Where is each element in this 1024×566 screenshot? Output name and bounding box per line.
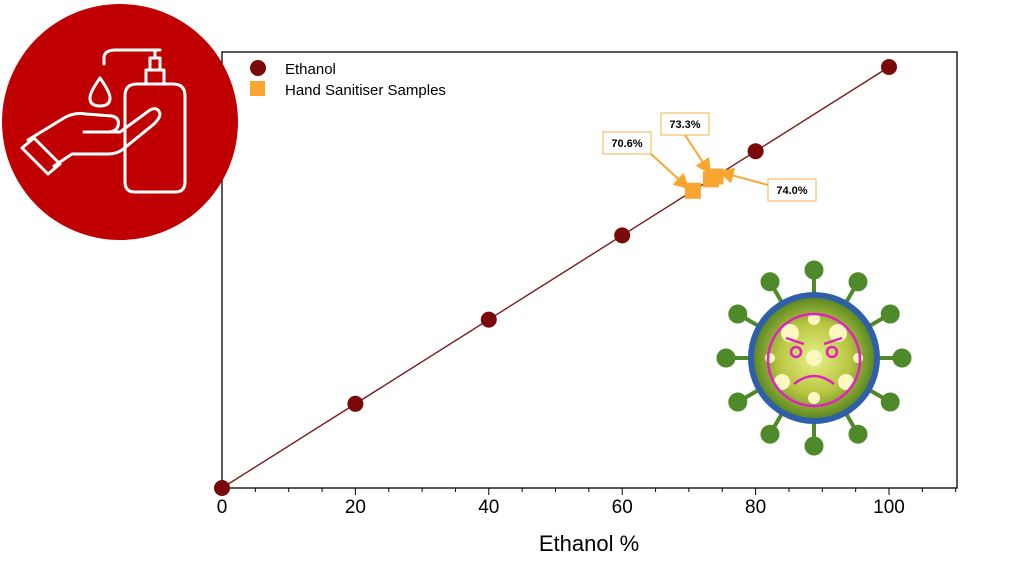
virus-spike-head [848, 272, 868, 292]
callouts: 70.6% 73.3% 74.0% [602, 112, 817, 202]
callout-arrow [650, 153, 690, 190]
x-axis-title: Ethanol % [539, 531, 639, 556]
ethanol-point [214, 480, 230, 496]
virus-spike-head [728, 392, 748, 412]
legend-ethanol-label: Ethanol [285, 61, 336, 78]
virus-spike-head [848, 424, 868, 444]
x-axis-ticks: 0 20 40 60 80 100 [217, 488, 957, 518]
x-tick-label: 0 [217, 497, 228, 518]
hand-sanitizer-icon [2, 4, 238, 240]
virus-spike-head [760, 272, 780, 292]
virus-spike-head [880, 392, 900, 412]
virus-spike-head [880, 304, 900, 324]
ethanol-point [881, 59, 897, 75]
legend-sample-marker [250, 81, 265, 96]
virus-spike-head [804, 436, 824, 456]
legend-ethanol-marker [250, 60, 266, 76]
x-tick-label: 80 [745, 497, 766, 518]
callout-arrow [717, 167, 769, 186]
virus-spike-head [760, 424, 780, 444]
fit-line [221, 66, 890, 489]
x-tick-label: 100 [873, 497, 905, 518]
virus-spike-head [728, 304, 748, 324]
callout-label: 73.3% [669, 119, 700, 131]
callout-label: 70.6% [611, 138, 642, 150]
x-tick-label: 40 [478, 497, 499, 518]
virus-spike-head [716, 348, 736, 368]
plot-frame [221, 51, 958, 489]
ethanol-point [747, 143, 764, 160]
sample-point [684, 182, 701, 199]
legend-sample-label: Hand Sanitiser Samples [285, 82, 446, 99]
virus-icon [716, 260, 912, 456]
virus-spike-head [892, 348, 912, 368]
callout-box [602, 131, 652, 155]
legend: Ethanol Hand Sanitiser Samples [250, 60, 446, 99]
callout-box [660, 112, 710, 136]
x-tick-label: 20 [345, 497, 366, 518]
ethanol-point [614, 227, 631, 244]
sample-point [707, 168, 724, 185]
callout-label: 74.0% [776, 185, 807, 197]
sample-points [684, 168, 724, 199]
callout-arrow [684, 134, 712, 175]
callout-box [767, 178, 817, 202]
ethanol-point [347, 395, 364, 412]
virus-spike-head [804, 260, 824, 280]
ethanol-point [480, 311, 497, 328]
ethanol-points [214, 59, 897, 496]
fit-line-layer [221, 66, 890, 489]
x-tick-label: 60 [612, 497, 633, 518]
